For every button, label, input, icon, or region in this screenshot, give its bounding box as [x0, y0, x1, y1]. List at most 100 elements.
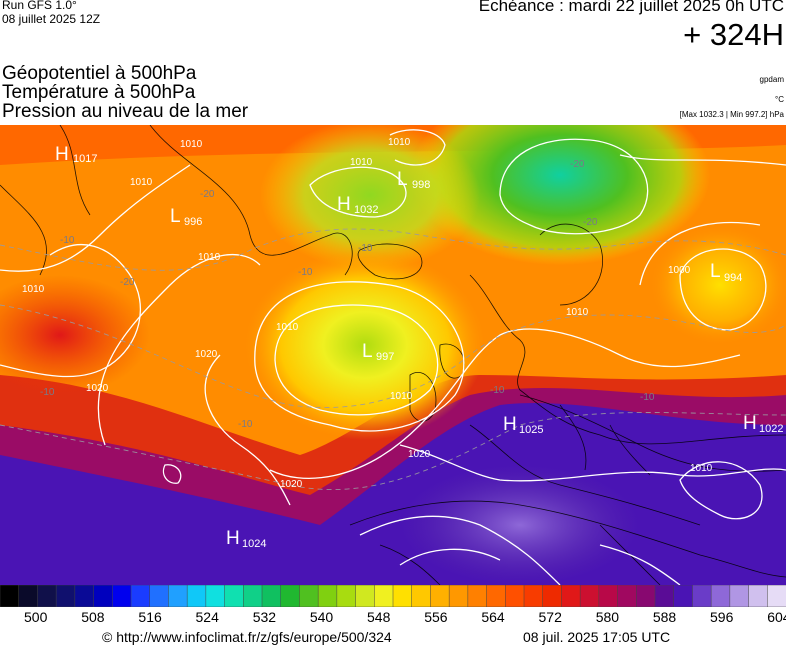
isobar-label: 1010 [566, 307, 589, 318]
colorbar-swatch [654, 585, 675, 607]
isobar-label: 1020 [408, 449, 431, 460]
svg-text:L: L [397, 169, 408, 190]
svg-text:997: 997 [376, 351, 394, 363]
isotherm-label: -20 [570, 159, 585, 170]
generation-date: 08 juil. 2025 17:05 UTC [523, 629, 671, 645]
pressure-minmax: [Max 1032.3 | Min 997.2] hPa [679, 110, 784, 119]
colorbar-tick-label: 540 [309, 609, 334, 625]
colorbar-tick-label: 556 [424, 609, 448, 625]
colorbar-swatch [448, 585, 469, 607]
run-title: Run GFS 1.0° [2, 0, 77, 12]
colorbar-swatch [205, 585, 226, 607]
colorbar-swatch [149, 585, 170, 607]
parameter-mslp: Pression au niveau de la mer [2, 101, 249, 122]
colorbar-swatch [598, 585, 619, 607]
isobar-label: 1010 [690, 463, 713, 474]
colorbar-swatch [74, 585, 95, 607]
pressure-center-h-1025: H 1025 [503, 414, 543, 436]
colorbar-swatch [186, 585, 207, 607]
colorbar-tick-label: 524 [195, 609, 219, 625]
isotherm-label: -20 [583, 217, 598, 228]
colorbar-swatch [93, 585, 114, 607]
colorbar-swatch [673, 585, 694, 607]
colorbar-swatch [280, 585, 301, 607]
colorbar-tick-label: 572 [538, 609, 562, 625]
colorbar-swatch [467, 585, 488, 607]
isotherm-label: -10 [40, 387, 55, 398]
svg-text:H: H [743, 413, 757, 434]
colorbar-swatch [636, 585, 656, 607]
colorbar-swatch [355, 585, 376, 607]
colorbar-swatch [748, 585, 769, 607]
colorbar-tick-label: 516 [138, 609, 162, 625]
pressure-center-l-996: L 996 [170, 206, 202, 228]
isotherm-label: -10 [640, 392, 655, 403]
colorbar-tick-label: 588 [652, 609, 677, 625]
svg-text:998: 998 [412, 179, 430, 191]
colorbar-swatch [542, 585, 563, 607]
isobar-label: 1020 [195, 349, 218, 360]
colorbar-swatch [261, 585, 282, 607]
isotherm-label: -10 [298, 267, 313, 278]
parameter-temperature: Température à 500hPa [2, 82, 196, 103]
pressure-center-h-1032: H 1032 [337, 194, 378, 216]
colorbar-swatch [430, 585, 450, 607]
colorbar-swatch [561, 585, 581, 607]
isobar-label: 1010 [22, 284, 45, 295]
colorbar-swatch [710, 585, 731, 607]
svg-text:1032: 1032 [354, 204, 378, 216]
colorbar-swatch [411, 585, 432, 607]
svg-text:L: L [710, 261, 721, 282]
colorbar-labels: 500 508 516 524 532 540 548 556 564 572 580 588 596 6… [0, 609, 786, 627]
colorbar-swatch [168, 585, 188, 607]
isobar-label: 1020 [86, 383, 109, 394]
colorbar-swatch [130, 585, 151, 607]
colorbar-swatch [486, 585, 507, 607]
isobar-label: 1010 [388, 137, 411, 148]
colorbar-swatch [299, 585, 319, 607]
svg-text:1024: 1024 [242, 538, 266, 550]
pressure-center-l-997: L 997 [362, 341, 394, 363]
colorbar-swatch [579, 585, 600, 607]
colorbar-swatch [505, 585, 525, 607]
isobar-label: 1010 [130, 177, 153, 188]
svg-text:H: H [337, 194, 351, 215]
colorbar-tick-label: 500 [24, 609, 48, 625]
colorbar-swatch [224, 585, 245, 607]
isobar-label: 1010 [180, 139, 203, 150]
colorbar-swatch [317, 585, 338, 607]
run-date: 08 juillet 2025 12Z [2, 12, 101, 26]
isotherm-label: -10 [358, 243, 373, 254]
colorbar-tick-label: 564 [481, 609, 505, 625]
isobar-label: 1010 [276, 322, 299, 333]
colorbar-swatch [617, 585, 638, 607]
isotherm-label: -10 [490, 385, 505, 396]
colorbar-swatch [374, 585, 394, 607]
pressure-center-l-998: L 998 [397, 169, 430, 191]
svg-text:1022: 1022 [759, 423, 783, 435]
forecast-horizon: + 324H [683, 17, 784, 52]
isotherm-label: -10 [238, 419, 253, 430]
svg-text:H: H [55, 144, 69, 165]
colorbar-swatch [392, 585, 413, 607]
svg-text:L: L [362, 341, 373, 362]
colorbar-swatch [336, 585, 357, 607]
pressure-center-h-1024: H 1024 [226, 528, 266, 550]
svg-text:1025: 1025 [519, 424, 543, 436]
weather-map: H 1017 H 1032 L 998 L 996 L 997 L 994 H … [0, 125, 786, 585]
svg-text:1017: 1017 [73, 153, 97, 165]
isobar-label: 1010 [350, 157, 373, 168]
isobar-label: 1000 [668, 265, 691, 276]
parameter-geopotential: Géopotentiel à 500hPa [2, 63, 197, 84]
unit-temperature: °C [775, 95, 784, 104]
colorbar-swatch [523, 585, 544, 607]
isotherm-label: -20 [120, 277, 135, 288]
unit-geopotential: gpdam [759, 75, 784, 84]
svg-text:H: H [503, 414, 517, 435]
pressure-center-l-994: L 994 [710, 261, 742, 284]
pressure-center-h-1022: H 1022 [743, 413, 783, 435]
forecast-valid-time: Echéance : mardi 22 juillet 2025 0h UTC [478, 0, 784, 15]
isotherm-label: -20 [200, 189, 215, 200]
svg-text:H: H [226, 528, 240, 549]
svg-text:996: 996 [184, 216, 202, 228]
